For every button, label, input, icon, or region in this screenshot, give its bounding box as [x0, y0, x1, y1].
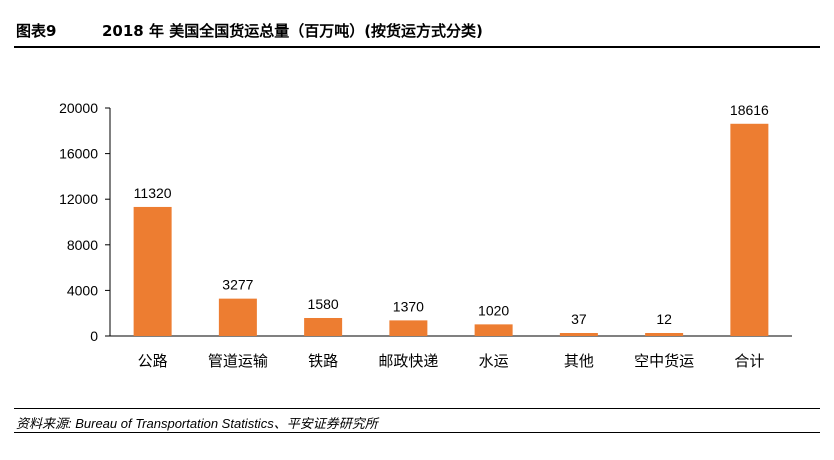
bar-0: [133, 206, 172, 336]
figure-header: 图表9 2018 年 美国全国货运总量（百万吨）(按货运方式分类): [16, 20, 816, 42]
category-label-0: 公路: [138, 352, 168, 370]
chart-title: 2018 年 美国全国货运总量（百万吨）(按货运方式分类): [102, 22, 483, 40]
bar-5: [559, 333, 598, 336]
y-tick-label: 12000: [59, 191, 98, 207]
footer-rule: [14, 408, 820, 409]
category-label-4: 水运: [479, 352, 509, 370]
data-label-0: 11320: [134, 185, 172, 201]
data-label-4: 1020: [478, 302, 509, 318]
y-tick-label: 8000: [67, 237, 98, 253]
data-label-6: 12: [656, 311, 672, 327]
data-label-3: 1370: [393, 298, 424, 314]
y-tick-label: 20000: [59, 100, 98, 116]
footer-end-rule: [14, 432, 820, 433]
bar-1: [218, 298, 257, 336]
data-label-2: 1580: [308, 296, 339, 312]
category-label-6: 空中货运: [634, 352, 694, 370]
category-label-2: 铁路: [308, 352, 338, 370]
category-label-1: 管道运输: [208, 352, 268, 370]
bar-7: [730, 123, 769, 336]
category-label-5: 其他: [564, 352, 594, 370]
category-label-3: 邮政快递: [378, 352, 438, 370]
header-rule: [14, 46, 820, 48]
category-label-7: 合计: [734, 352, 764, 370]
y-tick-label: 0: [90, 328, 98, 344]
data-label-1: 3277: [222, 277, 253, 293]
bar-6: [645, 333, 684, 336]
y-tick-label: 4000: [67, 282, 98, 298]
data-label-5: 37: [571, 311, 587, 327]
bar-4: [474, 324, 513, 336]
bar-2: [304, 317, 343, 336]
figure-label: 图表9: [16, 22, 57, 40]
source-note: 资料来源: Bureau of Transportation Statistic…: [16, 416, 378, 431]
data-label-7: 18616: [730, 102, 769, 118]
bar-3: [389, 320, 428, 336]
y-tick-label: 16000: [59, 146, 98, 162]
